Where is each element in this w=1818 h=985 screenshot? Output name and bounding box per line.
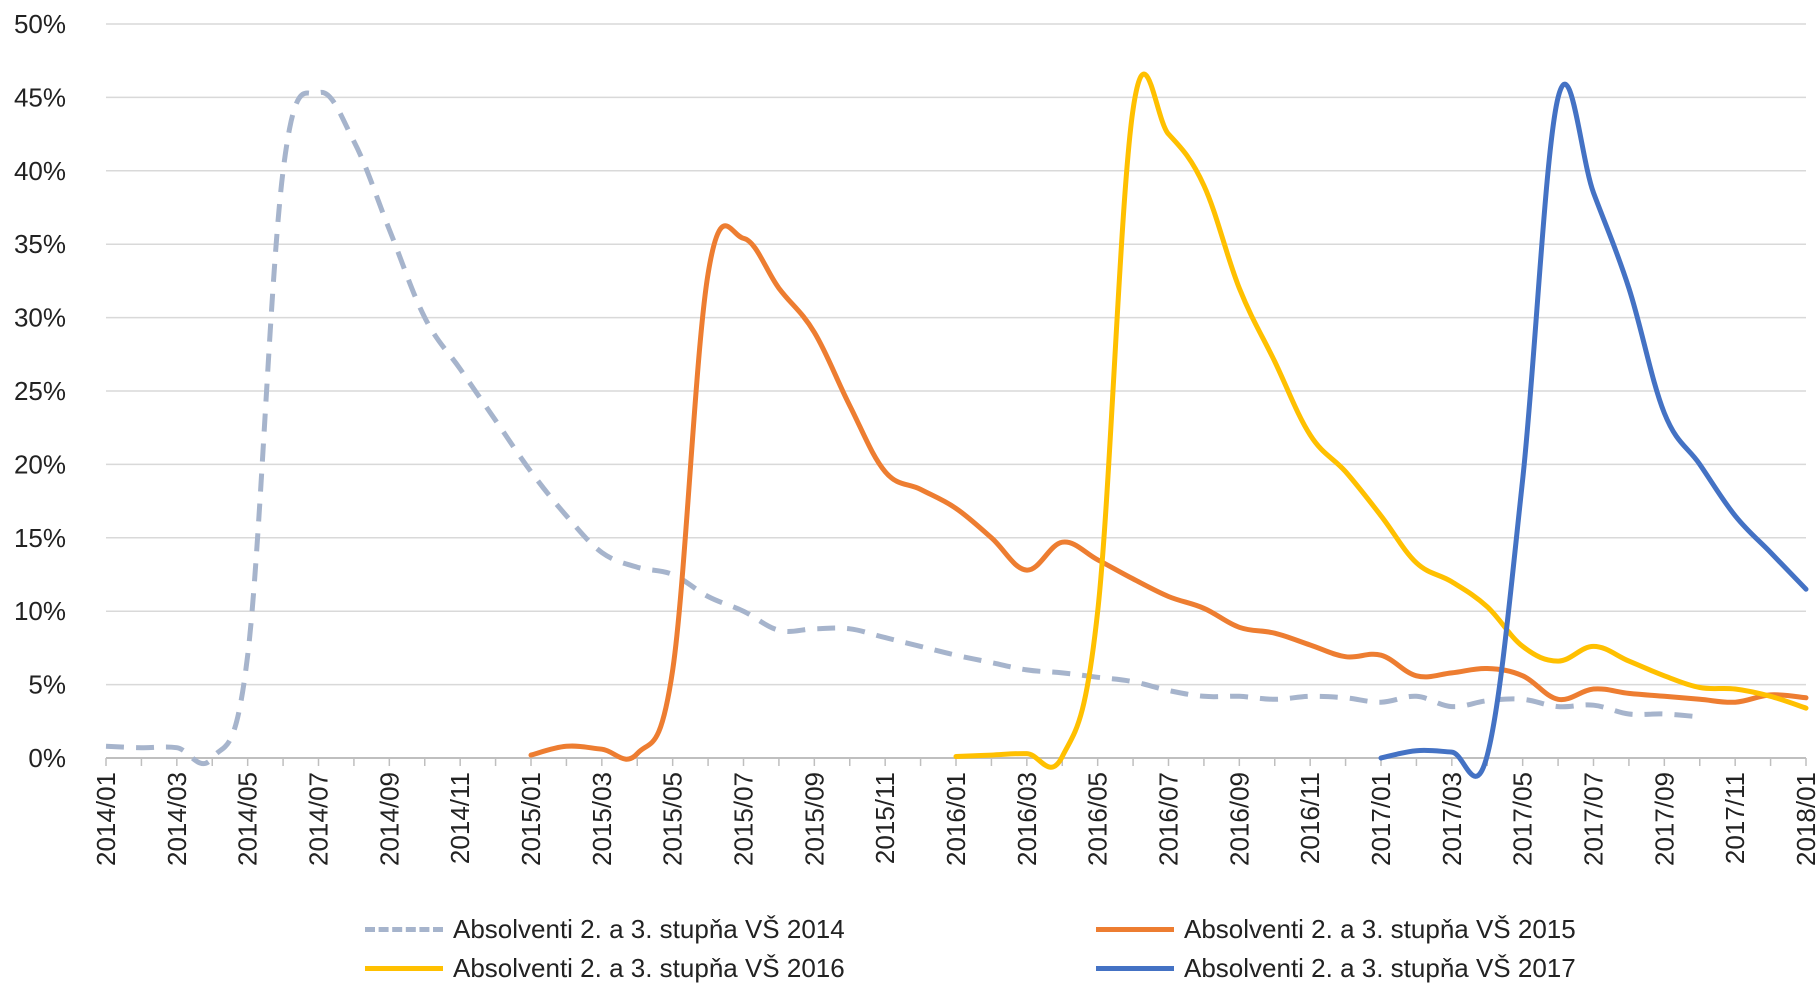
x-tick-label: 2017/09 — [1649, 772, 1679, 866]
x-tick-label: 2015/09 — [799, 772, 829, 866]
y-tick-label: 5% — [28, 670, 66, 700]
x-axis-ticks: 2014/01 2014/03 2014/05 2014/07 2014/09 2014/… — [91, 758, 1818, 866]
y-tick-label: 35% — [14, 229, 66, 259]
x-tick-label: 2017/01 — [1366, 772, 1396, 866]
x-tick-label: 2016/09 — [1224, 772, 1254, 866]
x-tick-label: 2016/05 — [1083, 772, 1113, 866]
x-tick-label: 2014/05 — [233, 772, 263, 866]
x-tick-label: 2018/01 — [1791, 772, 1818, 866]
x-tick-label: 2014/01 — [91, 772, 121, 866]
y-tick-label: 15% — [14, 523, 66, 553]
y-tick-label: 20% — [14, 449, 66, 479]
x-tick-label: 2017/05 — [1508, 772, 1538, 866]
x-tick-label: 2015/07 — [729, 772, 759, 866]
grid-lines — [106, 23, 1806, 686]
y-tick-label: 45% — [14, 82, 66, 112]
x-tick-label: 2014/07 — [304, 772, 334, 866]
series-line-2014 — [105, 89, 1700, 767]
series-lines — [105, 71, 1809, 779]
x-tick-label: 2016/03 — [1012, 772, 1042, 866]
x-tick-label: 2015/11 — [870, 772, 900, 864]
y-tick-label: 0% — [28, 743, 66, 773]
series-line-2017 — [1378, 81, 1809, 779]
y-tick-label: 50% — [14, 9, 66, 39]
x-tick-label: 2016/07 — [1154, 772, 1184, 866]
x-tick-label: 2017/03 — [1437, 772, 1467, 866]
x-tick-label: 2016/11 — [1295, 772, 1325, 864]
y-axis-ticks: 0% 5% 10% 15% 20% 25% 30% 35% 40% 45% 50% — [14, 9, 66, 773]
x-tick-label: 2015/03 — [587, 772, 617, 866]
x-tick-label: 2017/11 — [1720, 772, 1750, 864]
x-tick-label: 2014/09 — [374, 772, 404, 866]
series-line-2016 — [953, 71, 1809, 770]
series-line-2015 — [528, 223, 1809, 762]
x-tick-label: 2015/05 — [658, 772, 688, 866]
x-tick-label: 2017/07 — [1579, 772, 1609, 866]
x-tick-label: 2014/11 — [445, 772, 475, 864]
x-tick-label: 2015/01 — [516, 772, 546, 866]
y-tick-label: 25% — [14, 376, 66, 406]
x-tick-label: 2014/03 — [162, 772, 192, 866]
y-tick-label: 30% — [14, 303, 66, 333]
y-tick-label: 40% — [14, 156, 66, 186]
y-tick-label: 10% — [14, 596, 66, 626]
x-tick-label: 2016/01 — [941, 772, 971, 866]
